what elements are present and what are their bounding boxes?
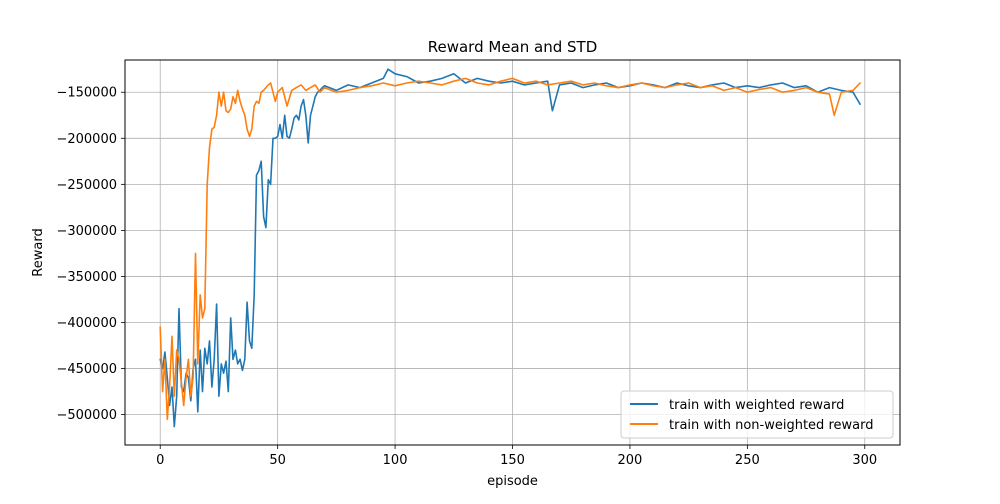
legend-box xyxy=(620,390,894,439)
x-tick-label: 100 xyxy=(383,453,408,468)
x-tick-label: 200 xyxy=(618,453,643,468)
series-line-non-weighted xyxy=(159,77,861,421)
x-tick-label: 0 xyxy=(156,453,164,468)
y-axis-label: Reward xyxy=(31,228,46,276)
y-tick-label: −250000 xyxy=(56,178,117,193)
legend: train with weighted reward train with no… xyxy=(620,390,894,439)
legend-label-weighted: train with weighted reward xyxy=(669,398,844,413)
y-tick-label: −500000 xyxy=(56,408,117,423)
legend-label-non-weighted: train with non-weighted reward xyxy=(669,418,873,433)
chart-title: Reward Mean and STD xyxy=(428,38,598,56)
x-tick-label: 150 xyxy=(500,453,525,468)
y-tick-label: −450000 xyxy=(56,362,117,377)
grid-lines xyxy=(125,60,900,445)
y-tick-label: −300000 xyxy=(56,224,117,239)
x-tick-label: 300 xyxy=(852,453,877,468)
series-layer xyxy=(159,68,861,428)
y-axis-ticks: −500000 −450000 −400000 −350000 −300000 −2500… xyxy=(56,86,125,423)
x-axis-label: episode xyxy=(487,474,538,489)
x-axis-ticks: 0 50 100 150 200 250 300 xyxy=(156,445,877,468)
y-tick-label: −200000 xyxy=(56,132,117,147)
x-tick-label: 250 xyxy=(735,453,760,468)
y-tick-label: −150000 xyxy=(56,86,117,101)
x-tick-label: 50 xyxy=(269,453,286,468)
y-tick-label: −350000 xyxy=(56,270,117,285)
y-tick-label: −400000 xyxy=(56,316,117,331)
series-line-weighted xyxy=(159,68,861,428)
